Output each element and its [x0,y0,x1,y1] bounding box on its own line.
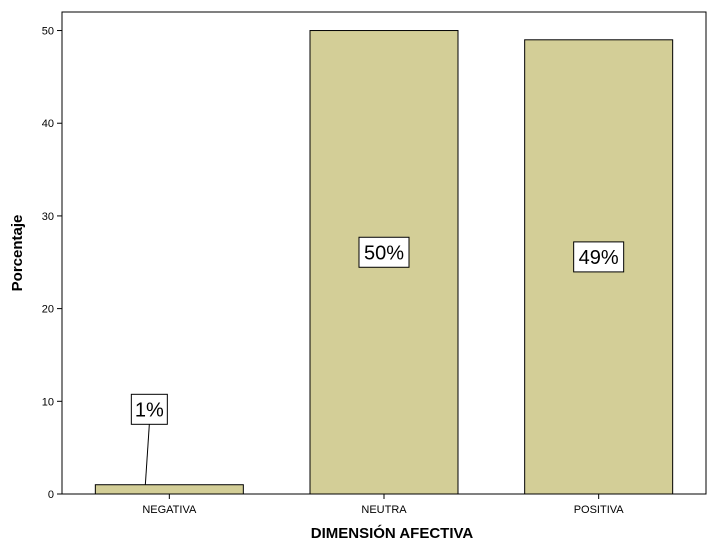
plot-frame [61,11,707,495]
y-tick-label: 30 [42,211,54,223]
bar-negativa [94,484,244,495]
data-labels-group: 1% 50% 49% [130,236,625,485]
data-label-box [573,241,625,273]
y-axis: 0 10 20 30 40 50 [42,26,62,501]
data-label: 50% [358,236,410,268]
y-axis-title: Porcentaje [9,215,26,292]
data-label-box [358,236,410,268]
data-label: 1% [130,393,168,485]
x-tick-label: NEUTRA [361,504,407,516]
y-tick-label: 50 [42,26,54,38]
data-label-leader-line [144,424,150,485]
y-tick-label: 20 [42,304,54,316]
x-tick-label: POSITIVA [574,504,625,516]
data-label-text: 49% [579,247,619,269]
x-axis: NEGATIVA NEUTRA POSITIVA [142,494,624,516]
x-axis-title: DIMENSIÓN AFECTIVA [311,524,474,542]
data-label-text: 1% [135,399,164,421]
y-tick-label: 10 [42,396,54,408]
y-tick-label: 40 [42,118,54,130]
data-label-text: 50% [364,242,404,264]
data-label-box [130,393,168,425]
x-tick-label: NEGATIVA [142,504,197,516]
y-tick-label: 0 [48,489,54,501]
data-label: 49% [573,241,625,273]
